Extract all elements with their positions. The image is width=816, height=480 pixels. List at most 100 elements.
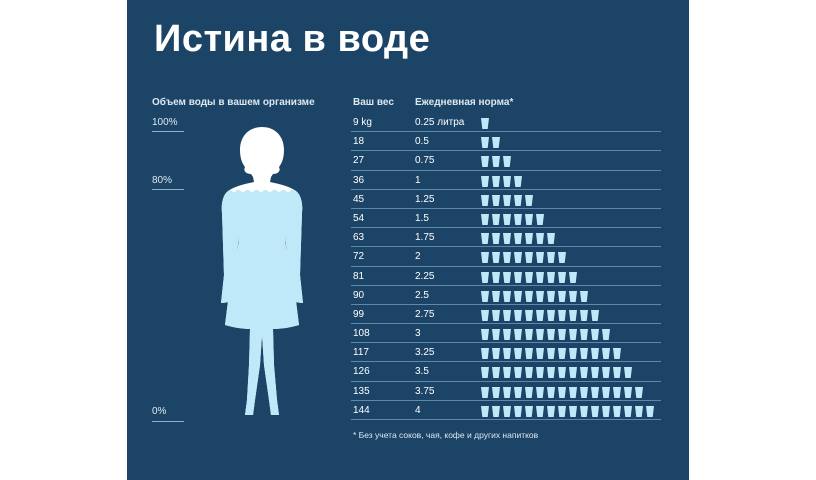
weight-cell: 135 <box>353 385 370 397</box>
water-glass-icon <box>613 367 621 379</box>
table-row: 99 2.75 <box>351 305 661 325</box>
water-glass-icon <box>536 405 544 417</box>
cups-row <box>481 252 566 264</box>
percent-line-100 <box>152 131 184 132</box>
water-glass-icon <box>481 175 489 187</box>
table-row: 108 3 <box>351 324 661 344</box>
water-glass-icon <box>503 309 511 321</box>
water-glass-icon <box>514 290 522 302</box>
water-glass-icon <box>525 271 533 283</box>
weight-column-header: Ваш вес <box>353 97 394 108</box>
liters-cell: 3.5 <box>415 366 429 378</box>
water-glass-icon <box>536 348 544 360</box>
water-glass-icon <box>481 290 489 302</box>
weight-cell: 81 <box>353 270 365 282</box>
water-glass-icon <box>503 367 511 379</box>
water-glass-icon <box>602 386 610 398</box>
water-glass-icon <box>492 213 500 225</box>
water-glass-icon <box>514 329 522 341</box>
weight-cell: 45 <box>353 193 365 205</box>
liters-cell: 1.75 <box>415 232 435 244</box>
water-glass-icon <box>492 329 500 341</box>
cups-row <box>481 175 522 187</box>
percent-label-80: 80% <box>152 175 173 186</box>
water-glass-icon <box>481 386 489 398</box>
water-glass-icon <box>580 405 588 417</box>
table-row: 90 2.5 <box>351 286 661 305</box>
water-glass-icon <box>558 405 566 417</box>
water-glass-icon <box>613 348 621 360</box>
water-glass-icon <box>514 175 522 187</box>
water-glass-icon <box>547 252 555 264</box>
table-row: 18 0.5 <box>351 132 661 152</box>
water-glass-icon <box>503 213 511 225</box>
water-glass-icon <box>558 329 566 341</box>
water-glass-icon <box>569 309 577 321</box>
table-row: 45 1.25 <box>351 190 661 209</box>
water-glass-icon <box>547 405 555 417</box>
liters-cell: 3.75 <box>415 385 435 397</box>
percent-label-100: 100% <box>152 117 178 128</box>
cups-row <box>481 118 489 129</box>
water-glass-icon <box>503 233 511 245</box>
cups-row <box>481 405 654 417</box>
water-glass-icon <box>547 233 555 245</box>
water-glass-icon <box>492 309 500 321</box>
table-row: 126 3.5 <box>351 362 661 382</box>
water-glass-icon <box>503 252 511 264</box>
water-glass-icon <box>635 405 643 417</box>
body-water-heading: Объем воды в вашем организме <box>152 97 315 108</box>
water-glass-icon <box>646 405 654 417</box>
water-glass-icon <box>536 367 544 379</box>
water-glass-icon <box>492 233 500 245</box>
water-glass-icon <box>569 405 577 417</box>
water-glass-icon <box>503 194 511 206</box>
water-glass-icon <box>591 386 599 398</box>
water-glass-icon <box>580 348 588 360</box>
water-glass-icon <box>525 194 533 206</box>
water-glass-icon <box>602 405 610 417</box>
water-glass-icon <box>547 348 555 360</box>
cups-row <box>481 367 632 379</box>
cups-row <box>481 309 599 321</box>
water-glass-icon <box>492 405 500 417</box>
water-glass-icon <box>492 156 500 168</box>
water-glass-icon <box>591 367 599 379</box>
weight-cell: 108 <box>353 328 370 340</box>
page-title: Истина в воде <box>154 18 431 60</box>
water-glass-icon <box>492 386 500 398</box>
woman-silhouette-icon <box>221 127 303 415</box>
weight-cell: 63 <box>353 232 365 244</box>
water-glass-icon <box>547 386 555 398</box>
water-glass-icon <box>481 233 489 245</box>
table-row: 117 3.25 <box>351 343 661 363</box>
water-glass-icon <box>547 271 555 283</box>
water-glass-icon <box>580 329 588 341</box>
water-glass-icon <box>514 252 522 264</box>
water-glass-icon <box>481 309 489 321</box>
liters-cell: 0.5 <box>415 136 429 148</box>
percent-line-0 <box>152 421 184 422</box>
cups-row <box>481 329 610 341</box>
liters-cell: 0.75 <box>415 155 435 167</box>
water-glass-icon <box>503 348 511 360</box>
water-glass-icon <box>514 309 522 321</box>
table-row: 144 4 <box>351 401 661 420</box>
table-row: 81 2.25 <box>351 267 661 286</box>
water-glass-icon <box>536 290 544 302</box>
water-glass-icon <box>569 367 577 379</box>
water-glass-icon <box>536 252 544 264</box>
weight-cell: 36 <box>353 174 365 186</box>
water-glass-icon <box>481 194 489 206</box>
cups-row <box>481 386 643 398</box>
water-level-fill <box>221 191 303 415</box>
percent-line-80 <box>152 189 184 190</box>
water-glass-icon <box>558 386 566 398</box>
cups-row <box>481 156 511 168</box>
water-glass-icon <box>514 405 522 417</box>
liters-cell: 2.5 <box>415 289 429 301</box>
water-glass-icon <box>481 348 489 360</box>
water-glass-icon <box>503 405 511 417</box>
liters-cell: 3 <box>415 328 421 340</box>
water-glass-icon <box>558 290 566 302</box>
